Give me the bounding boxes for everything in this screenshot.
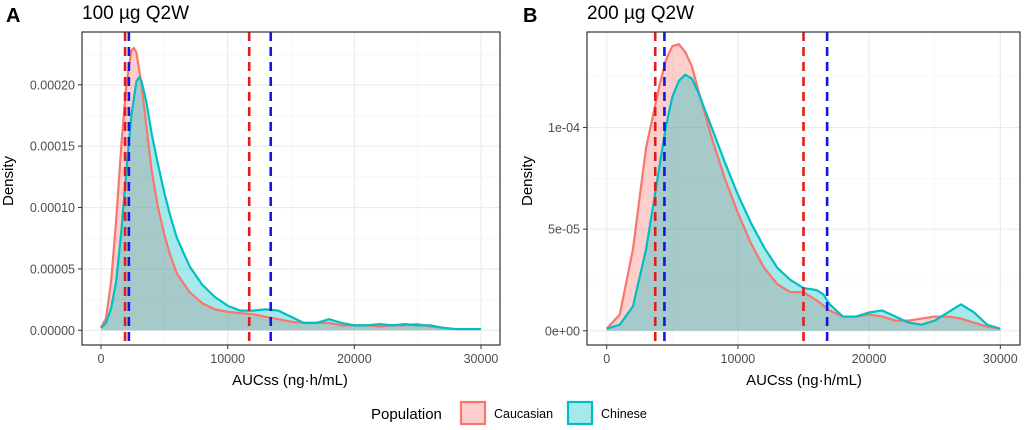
legend: Population Caucasian Chinese (371, 400, 647, 426)
panel-a-x-tick-label: 10000 (210, 352, 245, 366)
legend-key-chinese (566, 400, 594, 426)
panel-a-y-axis: 0.00000 0.00005 0.00010 0.00015 0.00020 (30, 78, 82, 338)
panel-b: B 200 µg Q2W 0e+00 5e-05 1e-04 0 10000 20000… (519, 3, 1021, 389)
panel-a-y-tick-label: 0.00015 (30, 140, 75, 154)
panel-a-x-tick-label: 30000 (464, 352, 499, 366)
panel-b-line-chinese (606, 73, 1001, 330)
panel-b-area-chinese (606, 74, 1001, 331)
panel-b-x-tick-label: 0 (603, 352, 610, 366)
panel-b-line-caucasian (605, 43, 1001, 330)
panel-a-density-areas (100, 46, 481, 331)
panel-a-area-chinese (101, 77, 481, 331)
panel-b-y-axis: 0e+00 5e-05 1e-04 (545, 121, 587, 338)
legend-title: Population (371, 406, 442, 423)
panel-a-letter: A (6, 5, 20, 27)
panel-a-area-caucasian (101, 47, 481, 331)
panel-b-x-tick-label: 30000 (983, 352, 1018, 366)
panel-b-y-tick-label: 5e-05 (548, 223, 580, 237)
legend-key-caucasian (459, 400, 487, 426)
panel-b-border (586, 31, 1021, 346)
panel-a-x-tick-label: 0 (98, 352, 105, 366)
panel-a-y-axis-label: Density (0, 155, 17, 206)
panel-b-y-tick-label: 1e-04 (548, 121, 580, 135)
legend-label-chinese: Chinese (601, 407, 647, 421)
panel-a: A 100 µg Q2W 0.00000 0.00005 0.00010 0.0001… (0, 3, 501, 389)
panel-a-x-tick-label: 20000 (337, 352, 372, 366)
panel-a-reference-lines (123, 32, 273, 345)
panel-b-y-axis-label: Density (519, 155, 536, 206)
panel-b-density-areas (605, 43, 1001, 331)
panel-a-x-axis-label: AUCss (ng·h/mL) (232, 372, 348, 389)
panel-a-y-tick-label: 0.00000 (30, 324, 75, 338)
panel-b-title: 200 µg Q2W (587, 3, 694, 24)
panel-a-y-tick-label: 0.00020 (30, 78, 75, 92)
legend-label-caucasian: Caucasian (494, 407, 553, 421)
panel-a-y-tick-label: 0.00005 (30, 262, 75, 276)
panel-b-x-tick-label: 10000 (721, 352, 756, 366)
panel-b-x-tick-label: 20000 (852, 352, 887, 366)
panel-b-x-axis: 0 10000 20000 30000 (603, 345, 1018, 366)
panel-a-border (81, 31, 501, 346)
panel-a-y-tick-label: 0.00010 (30, 201, 75, 215)
panel-a-line-chinese (100, 76, 481, 331)
panel-b-x-axis-label: AUCss (ng·h/mL) (746, 372, 862, 389)
panel-a-title: 100 µg Q2W (82, 3, 189, 24)
panel-b-y-tick-label: 0e+00 (545, 324, 580, 338)
panel-b-grid (587, 32, 1020, 345)
panel-b-reference-lines (653, 32, 829, 345)
panel-b-letter: B (523, 5, 537, 27)
panel-a-x-axis: 0 10000 20000 30000 (98, 345, 499, 366)
